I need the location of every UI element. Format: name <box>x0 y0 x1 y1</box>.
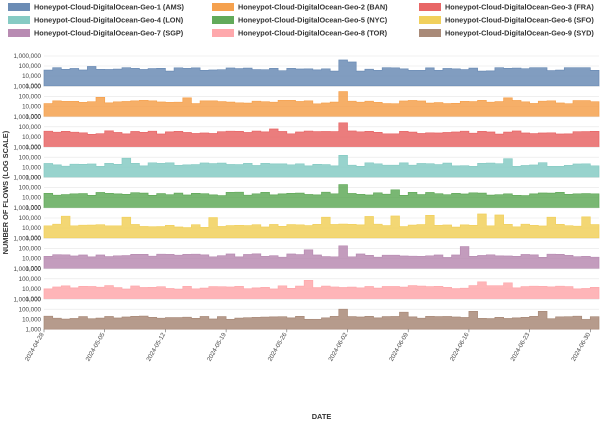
series-area <box>43 91 600 117</box>
y-tick-label: 100,000 <box>19 124 42 131</box>
x-tick-label: 2024-06-09 <box>388 331 410 362</box>
y-tick-label: 1,000,000 <box>13 205 41 212</box>
x-tick-label: 2024-05-26 <box>267 331 289 362</box>
y-tick-label: 1,000 <box>26 114 42 121</box>
y-tick-label: 1,000 <box>26 144 42 151</box>
y-axis-title: NUMBER OF FLOWS (LOG SCALE) <box>1 130 10 254</box>
legend-label: Honeypot-Cloud-DigitalOcean-Geo-2 (BAN) <box>238 3 388 12</box>
series-area <box>43 184 600 208</box>
y-tick-label: 1,000,000 <box>13 266 41 273</box>
legend-label: Honeypot-Cloud-DigitalOcean-Geo-7 (SGP) <box>34 29 184 38</box>
legend-swatch <box>8 3 30 11</box>
x-tick-label: 2024-06-23 <box>509 331 531 362</box>
legend-item: Honeypot-Cloud-DigitalOcean-Geo-9 (SYD) <box>419 29 594 38</box>
y-tick-label: 10,000 <box>22 225 41 232</box>
series-panel: 1,000 10,000 100,000 1,000,000 <box>13 296 600 333</box>
y-tick-label: 1,000 <box>26 296 42 303</box>
x-tick-label: 2024-05-19 <box>206 331 228 362</box>
legend-label: Honeypot-Cloud-DigitalOcean-Geo-5 (NYC) <box>238 16 388 25</box>
legend-label: Honeypot-Cloud-DigitalOcean-Geo-4 (LON) <box>34 16 184 25</box>
y-tick-label: 10,000 <box>22 286 41 293</box>
legend-label: Honeypot-Cloud-DigitalOcean-Geo-6 (SFO) <box>445 16 594 25</box>
x-tick-label: 2024-05-12 <box>145 331 167 362</box>
series-panel: 1,000 10,000 100,000 1,000,000 <box>13 53 600 90</box>
y-tick-label: 10,000 <box>22 164 41 171</box>
x-axis-title: DATE <box>312 412 332 421</box>
y-tick-label: 100,000 <box>19 94 42 101</box>
y-tick-label: 10,000 <box>22 256 41 263</box>
legend-item: Honeypot-Cloud-DigitalOcean-Geo-4 (LON) <box>8 16 184 25</box>
y-tick-label: 100,000 <box>19 306 42 313</box>
y-tick-label: 1,000,000 <box>13 53 41 60</box>
series-area <box>43 279 600 300</box>
x-tick-label: 2024-06-02 <box>327 331 349 362</box>
y-tick-label: 100,000 <box>19 246 42 253</box>
legend-item: Honeypot-Cloud-DigitalOcean-Geo-2 (BAN) <box>212 3 388 12</box>
legend-item: Honeypot-Cloud-DigitalOcean-Geo-8 (TOR) <box>212 29 388 38</box>
y-tick-label: 1,000 <box>26 83 42 90</box>
legend-swatch <box>212 29 234 37</box>
y-tick-label: 1,000,000 <box>13 296 41 303</box>
series-area <box>43 155 600 178</box>
series-panel: 1,000 10,000 100,000 1,000,000 <box>13 84 600 121</box>
series-panel: 1,000 10,000 100,000 1,000,000 <box>13 205 600 242</box>
y-tick-label: 100,000 <box>19 185 42 192</box>
y-tick-label: 10,000 <box>22 104 41 111</box>
series-area <box>43 213 600 239</box>
legend-swatch <box>212 3 234 11</box>
series-panel: 1,000 10,000 100,000 1,000,000 <box>13 236 600 273</box>
y-tick-label: 10,000 <box>22 195 41 202</box>
legend-label: Honeypot-Cloud-DigitalOcean-Geo-9 (SYD) <box>445 29 594 38</box>
series-panel: 1,000 10,000 100,000 1,000,000 <box>13 266 600 303</box>
y-tick-label: 1,000,000 <box>13 144 41 151</box>
y-tick-label: 1,000,000 <box>13 114 41 121</box>
legend-item: Honeypot-Cloud-DigitalOcean-Geo-1 (AMS) <box>8 3 185 12</box>
y-tick-label: 1,000,000 <box>13 84 41 91</box>
legend-item: Honeypot-Cloud-DigitalOcean-Geo-6 (SFO) <box>419 16 594 25</box>
legend-swatch <box>419 29 441 37</box>
series-panel: 1,000 10,000 100,000 1,000,000 <box>13 114 600 151</box>
legend-swatch <box>419 3 441 11</box>
y-tick-label: 1,000 <box>26 266 42 273</box>
y-tick-label: 10,000 <box>22 134 41 141</box>
legend-swatch <box>8 29 30 37</box>
y-tick-label: 1,000 <box>26 326 42 333</box>
y-tick-label: 1,000 <box>26 174 42 181</box>
x-tick-label: 2024-06-16 <box>449 331 471 362</box>
y-tick-label: 1,000 <box>26 235 42 242</box>
y-tick-label: 100,000 <box>19 154 42 161</box>
y-tick-label: 100,000 <box>19 276 42 283</box>
series-panel: 1,000 10,000 100,000 1,000,000 <box>13 175 600 212</box>
x-axis: 2024-04-28 2024-05-05 2024-05-12 2024-05-19… <box>24 329 592 363</box>
legend-item: Honeypot-Cloud-DigitalOcean-Geo-5 (NYC) <box>212 16 388 25</box>
legend: Honeypot-Cloud-DigitalOcean-Geo-1 (AMS) H… <box>8 3 594 38</box>
series-area <box>43 122 600 148</box>
y-tick-label: 100,000 <box>19 215 42 222</box>
y-tick-label: 1,000 <box>26 205 42 212</box>
legend-label: Honeypot-Cloud-DigitalOcean-Geo-3 (FRA) <box>445 3 594 12</box>
y-tick-label: 100,000 <box>19 63 42 70</box>
legend-label: Honeypot-Cloud-DigitalOcean-Geo-1 (AMS) <box>34 3 185 12</box>
legend-swatch <box>8 16 30 24</box>
series-area <box>43 59 600 87</box>
x-tick-label: 2024-05-05 <box>85 331 107 362</box>
x-tick-label: 2024-06-30 <box>570 331 592 362</box>
legend-swatch <box>419 16 441 24</box>
x-tick-label: 2024-04-28 <box>24 331 46 362</box>
y-tick-label: 10,000 <box>22 316 41 323</box>
legend-item: Honeypot-Cloud-DigitalOcean-Geo-7 (SGP) <box>8 29 184 38</box>
y-tick-label: 1,000,000 <box>13 175 41 182</box>
legend-label: Honeypot-Cloud-DigitalOcean-Geo-8 (TOR) <box>238 29 388 38</box>
legend-swatch <box>212 16 234 24</box>
series-panel: 1,000 10,000 100,000 1,000,000 <box>13 144 600 181</box>
y-tick-label: 1,000,000 <box>13 236 41 243</box>
series-area <box>43 245 600 269</box>
series-area <box>43 308 600 330</box>
legend-item: Honeypot-Cloud-DigitalOcean-Geo-3 (FRA) <box>419 3 594 12</box>
y-tick-label: 10,000 <box>22 73 41 80</box>
panels: 1,00010,000100,0001,000,0001,00010,00010… <box>13 53 600 333</box>
